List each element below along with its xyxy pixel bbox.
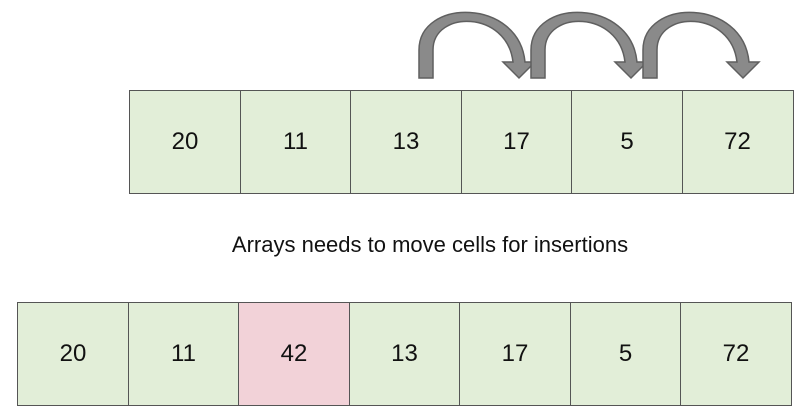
array-cell: 11 <box>239 90 352 194</box>
array-cell: 17 <box>460 90 573 194</box>
inserted-array-cell: 42 <box>238 302 350 406</box>
array-cell: 11 <box>127 302 240 406</box>
array-cell: 20 <box>17 302 129 406</box>
array-cell: 13 <box>350 90 462 194</box>
array-cell: 17 <box>459 302 571 406</box>
array-after-insertion: 20 11 42 13 17 5 72 <box>17 302 792 406</box>
array-cell: 72 <box>680 302 792 406</box>
curved-shift-arrow-icon <box>530 11 648 79</box>
array-cell: 13 <box>348 302 461 406</box>
curved-shift-arrow-icon <box>418 11 536 79</box>
array-before-insertion: 20 11 13 17 5 72 <box>129 90 794 194</box>
diagram-caption: Arrays needs to move cells for insertion… <box>231 232 629 257</box>
array-cell: 5 <box>571 90 683 194</box>
shift-arrows <box>418 11 760 79</box>
array-cell: 72 <box>681 90 794 194</box>
array-cell: 20 <box>129 90 241 194</box>
curved-shift-arrow-icon <box>642 11 760 79</box>
array-cell: 5 <box>569 302 682 406</box>
